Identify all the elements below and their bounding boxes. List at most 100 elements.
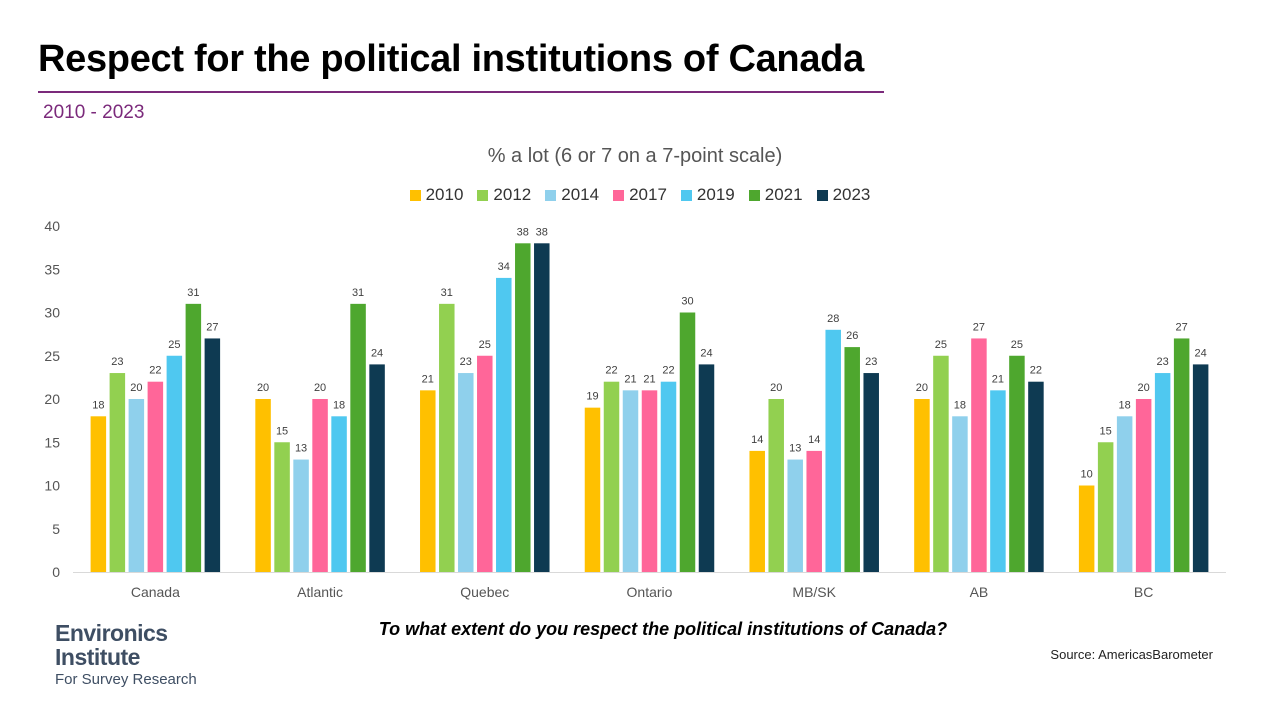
bar	[622, 390, 639, 572]
bar	[420, 390, 436, 572]
bar	[350, 303, 366, 572]
bar	[293, 459, 309, 572]
data-label: 27	[206, 321, 218, 333]
bar	[166, 355, 183, 572]
y-tick-label: 30	[44, 305, 60, 321]
legend-label: 2010	[425, 185, 464, 204]
bar	[439, 303, 455, 572]
bar	[1097, 442, 1114, 572]
legend-item: 2019	[680, 185, 735, 205]
bar	[641, 390, 658, 572]
logo-tagline: For Survey Research	[55, 671, 197, 688]
bar	[128, 399, 145, 572]
data-label: 18	[333, 399, 345, 411]
bar	[698, 364, 715, 572]
data-label: 22	[149, 365, 161, 377]
legend-swatch	[680, 189, 692, 201]
data-label: 25	[479, 339, 491, 351]
y-tick-label: 15	[44, 434, 60, 450]
data-label: 28	[827, 313, 839, 325]
data-label: 22	[1030, 365, 1042, 377]
data-label: 21	[643, 373, 655, 385]
bar	[1078, 485, 1095, 572]
bar	[477, 355, 493, 572]
bar	[1009, 355, 1025, 572]
data-label: 23	[460, 356, 472, 368]
legend-swatch	[613, 189, 625, 201]
data-label: 13	[295, 443, 307, 455]
x-category-label: Ontario	[627, 584, 673, 600]
data-label: 18	[92, 399, 104, 411]
bar	[825, 329, 841, 572]
data-label: 38	[517, 226, 529, 238]
bar	[1028, 381, 1044, 572]
bar	[660, 381, 677, 572]
data-label: 27	[973, 321, 985, 333]
bar	[185, 303, 202, 572]
legend-swatch	[409, 189, 421, 201]
data-label: 18	[1119, 399, 1131, 411]
bar	[584, 407, 601, 572]
data-label: 27	[1176, 321, 1188, 333]
x-category-label: AB	[970, 584, 989, 600]
legend-item: 2021	[748, 185, 803, 205]
page-title: Respect for the political institutions o…	[38, 38, 864, 80]
bar	[204, 338, 221, 572]
bar	[109, 373, 126, 572]
data-label: 18	[954, 399, 966, 411]
data-label: 21	[422, 373, 434, 385]
bar	[369, 364, 385, 572]
data-label: 34	[498, 261, 510, 273]
legend-item: 2023	[816, 185, 871, 205]
data-label: 26	[846, 330, 858, 342]
data-label: 19	[586, 391, 598, 403]
y-tick-label: 10	[44, 478, 60, 494]
y-tick-label: 40	[44, 218, 60, 234]
y-tick-label: 25	[44, 348, 60, 364]
bar	[952, 416, 968, 572]
legend-swatch	[816, 189, 828, 201]
data-label: 21	[992, 373, 1004, 385]
bar	[255, 399, 271, 572]
data-label: 25	[1011, 339, 1023, 351]
legend-swatch	[477, 189, 489, 201]
data-label: 20	[314, 382, 326, 394]
legend-label: 2019	[696, 185, 735, 204]
bar	[933, 355, 949, 572]
data-label: 21	[624, 373, 636, 385]
bar	[844, 347, 860, 572]
data-label: 14	[808, 434, 820, 446]
x-category-label: MB/SK	[792, 584, 836, 600]
bar	[274, 442, 290, 572]
y-tick-label: 35	[44, 261, 60, 277]
bar	[147, 381, 164, 572]
bar	[90, 416, 107, 572]
bar	[990, 390, 1006, 572]
bar	[749, 450, 765, 572]
bar	[1116, 416, 1133, 572]
bar	[312, 399, 328, 572]
bar	[1173, 338, 1190, 572]
bar	[806, 450, 822, 572]
data-label: 22	[605, 365, 617, 377]
bar	[458, 373, 474, 572]
legend-label: 2023	[832, 185, 871, 204]
legend-label: 2012	[493, 185, 532, 204]
data-label: 20	[130, 382, 142, 394]
bar	[863, 373, 879, 572]
data-label: 20	[257, 382, 269, 394]
x-category-label: BC	[1134, 584, 1153, 600]
data-label: 22	[662, 365, 674, 377]
data-label: 24	[1195, 347, 1207, 359]
data-label: 10	[1081, 469, 1093, 481]
y-tick-label: 20	[44, 391, 60, 407]
data-label: 20	[916, 382, 928, 394]
bar	[331, 416, 347, 572]
title-divider	[38, 91, 884, 93]
bar	[496, 277, 512, 572]
legend-label: 2014	[561, 185, 600, 204]
bar	[914, 399, 930, 572]
data-label: 23	[111, 356, 123, 368]
y-tick-label: 0	[52, 564, 60, 580]
legend-item: 2017	[613, 185, 667, 205]
